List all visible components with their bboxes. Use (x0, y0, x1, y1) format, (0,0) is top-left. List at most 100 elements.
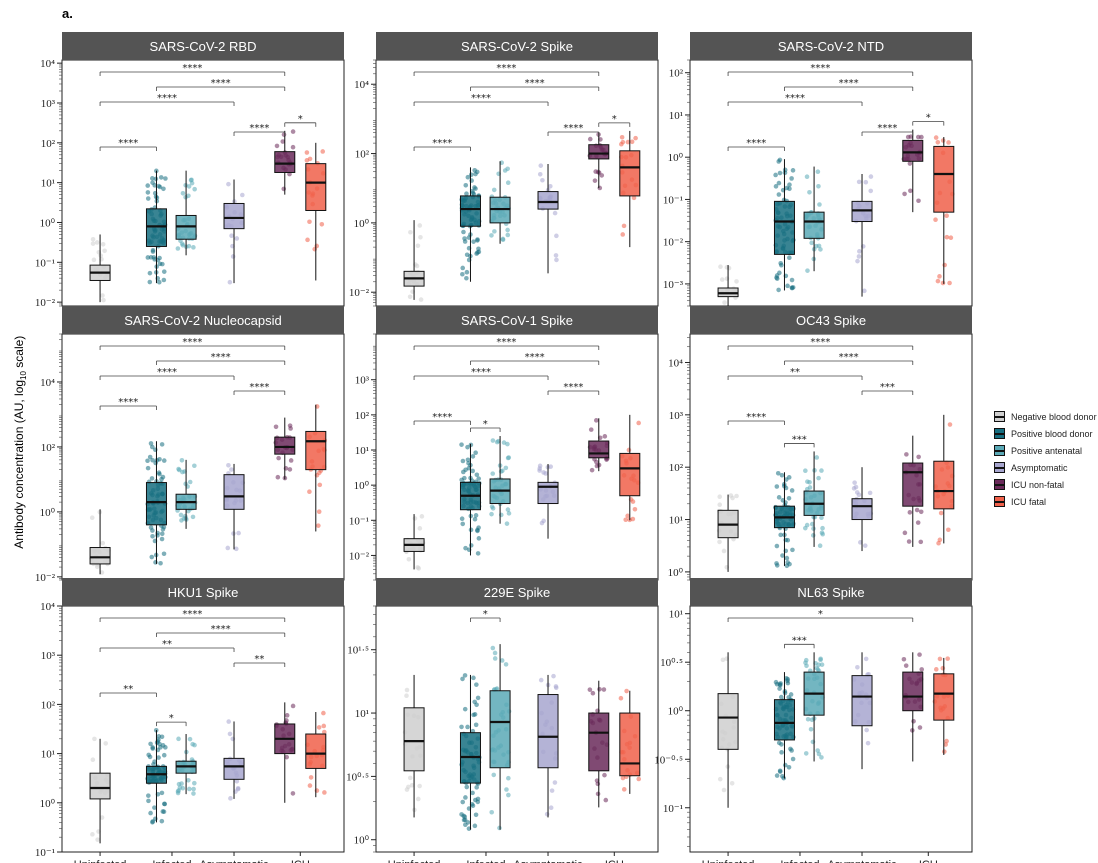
data-point (156, 279, 162, 285)
data-point (809, 240, 814, 246)
data-point (475, 527, 480, 533)
significance-label: **** (157, 93, 177, 104)
data-point (593, 418, 599, 423)
significance-bracket: **** (547, 382, 600, 395)
data-point (474, 251, 479, 256)
data-point (790, 285, 796, 290)
data-point (240, 192, 245, 198)
data-point (418, 234, 423, 240)
significance-bracket: **** (156, 352, 286, 365)
box-4 (901, 129, 924, 213)
data-point (407, 775, 413, 781)
data-point (862, 543, 868, 548)
data-point (229, 467, 234, 472)
data-point (145, 196, 151, 201)
data-point (492, 229, 497, 234)
iqr-box (459, 195, 481, 227)
box-2 (803, 166, 825, 273)
data-point (470, 790, 475, 796)
iqr-box (223, 757, 245, 780)
significance-bracket: **** (99, 609, 286, 622)
y-tick-label: 10¹ (669, 515, 683, 527)
data-point (148, 255, 154, 260)
data-point (463, 545, 468, 551)
data-point (819, 515, 824, 520)
data-point (472, 516, 478, 522)
data-point (588, 427, 594, 432)
data-point (818, 247, 823, 252)
y-tick-label: 10⁻² (349, 550, 370, 562)
data-point (504, 521, 510, 526)
data-point (316, 509, 322, 514)
significance-bracket: **** (727, 138, 785, 151)
data-point (150, 533, 155, 539)
data-point (623, 517, 629, 523)
data-point (852, 480, 857, 485)
data-point (464, 784, 470, 790)
data-point (180, 191, 186, 196)
data-point (624, 688, 629, 694)
data-point (149, 476, 155, 481)
iqr-box (933, 460, 955, 510)
data-point (505, 232, 511, 238)
data-point (719, 277, 725, 282)
data-point (631, 195, 637, 201)
data-point (537, 171, 543, 177)
data-point (465, 444, 470, 450)
iqr-box (223, 202, 245, 230)
x-tick-label: Infected (152, 859, 191, 863)
data-point (505, 227, 510, 233)
data-point (942, 262, 947, 268)
data-point (158, 745, 163, 750)
y-tick-label: 10¹ (669, 609, 683, 621)
data-point (319, 221, 325, 227)
data-point (459, 477, 464, 483)
data-point (461, 469, 466, 475)
x-tick-label: Uninfected (702, 859, 755, 863)
data-point (863, 656, 869, 662)
box-3 (223, 719, 245, 801)
data-point (857, 249, 862, 254)
box-2 (175, 170, 198, 256)
data-point (820, 525, 825, 531)
data-point (320, 149, 326, 154)
data-point (619, 134, 625, 140)
y-tick-label: 10¹·⁵ (347, 645, 369, 657)
data-point (594, 778, 600, 783)
data-point (287, 467, 293, 472)
significance-label: **** (471, 367, 491, 378)
data-point (474, 472, 480, 478)
y-tick-label: 10⁰ (668, 567, 684, 579)
data-point (468, 172, 474, 178)
x-tick-label: Asymptomatic (513, 859, 583, 863)
data-point (470, 454, 476, 459)
legend-swatch (994, 428, 1005, 439)
data-point (148, 441, 154, 446)
data-point (227, 279, 233, 285)
significance-label: **** (249, 382, 269, 393)
legend-item: Positive antenatal (994, 442, 1097, 459)
data-point (937, 656, 943, 662)
data-point (867, 490, 873, 496)
data-point (90, 757, 96, 763)
data-point (587, 687, 593, 692)
data-point (855, 258, 860, 264)
box-1 (459, 673, 482, 831)
y-tick-label: 10⁻² (35, 572, 56, 584)
data-point (785, 560, 790, 565)
data-point (947, 422, 953, 427)
significance-label: **** (563, 123, 583, 134)
data-point (620, 139, 626, 145)
data-point (590, 690, 596, 696)
data-point (916, 454, 921, 460)
data-point (191, 791, 196, 796)
data-point (464, 275, 469, 281)
significance-label: **** (182, 337, 202, 348)
data-point (305, 237, 310, 243)
data-point (290, 129, 296, 134)
data-point (474, 169, 480, 175)
significance-bracket: **** (727, 337, 914, 350)
significance-bracket: * (470, 419, 501, 433)
data-point (90, 832, 95, 837)
